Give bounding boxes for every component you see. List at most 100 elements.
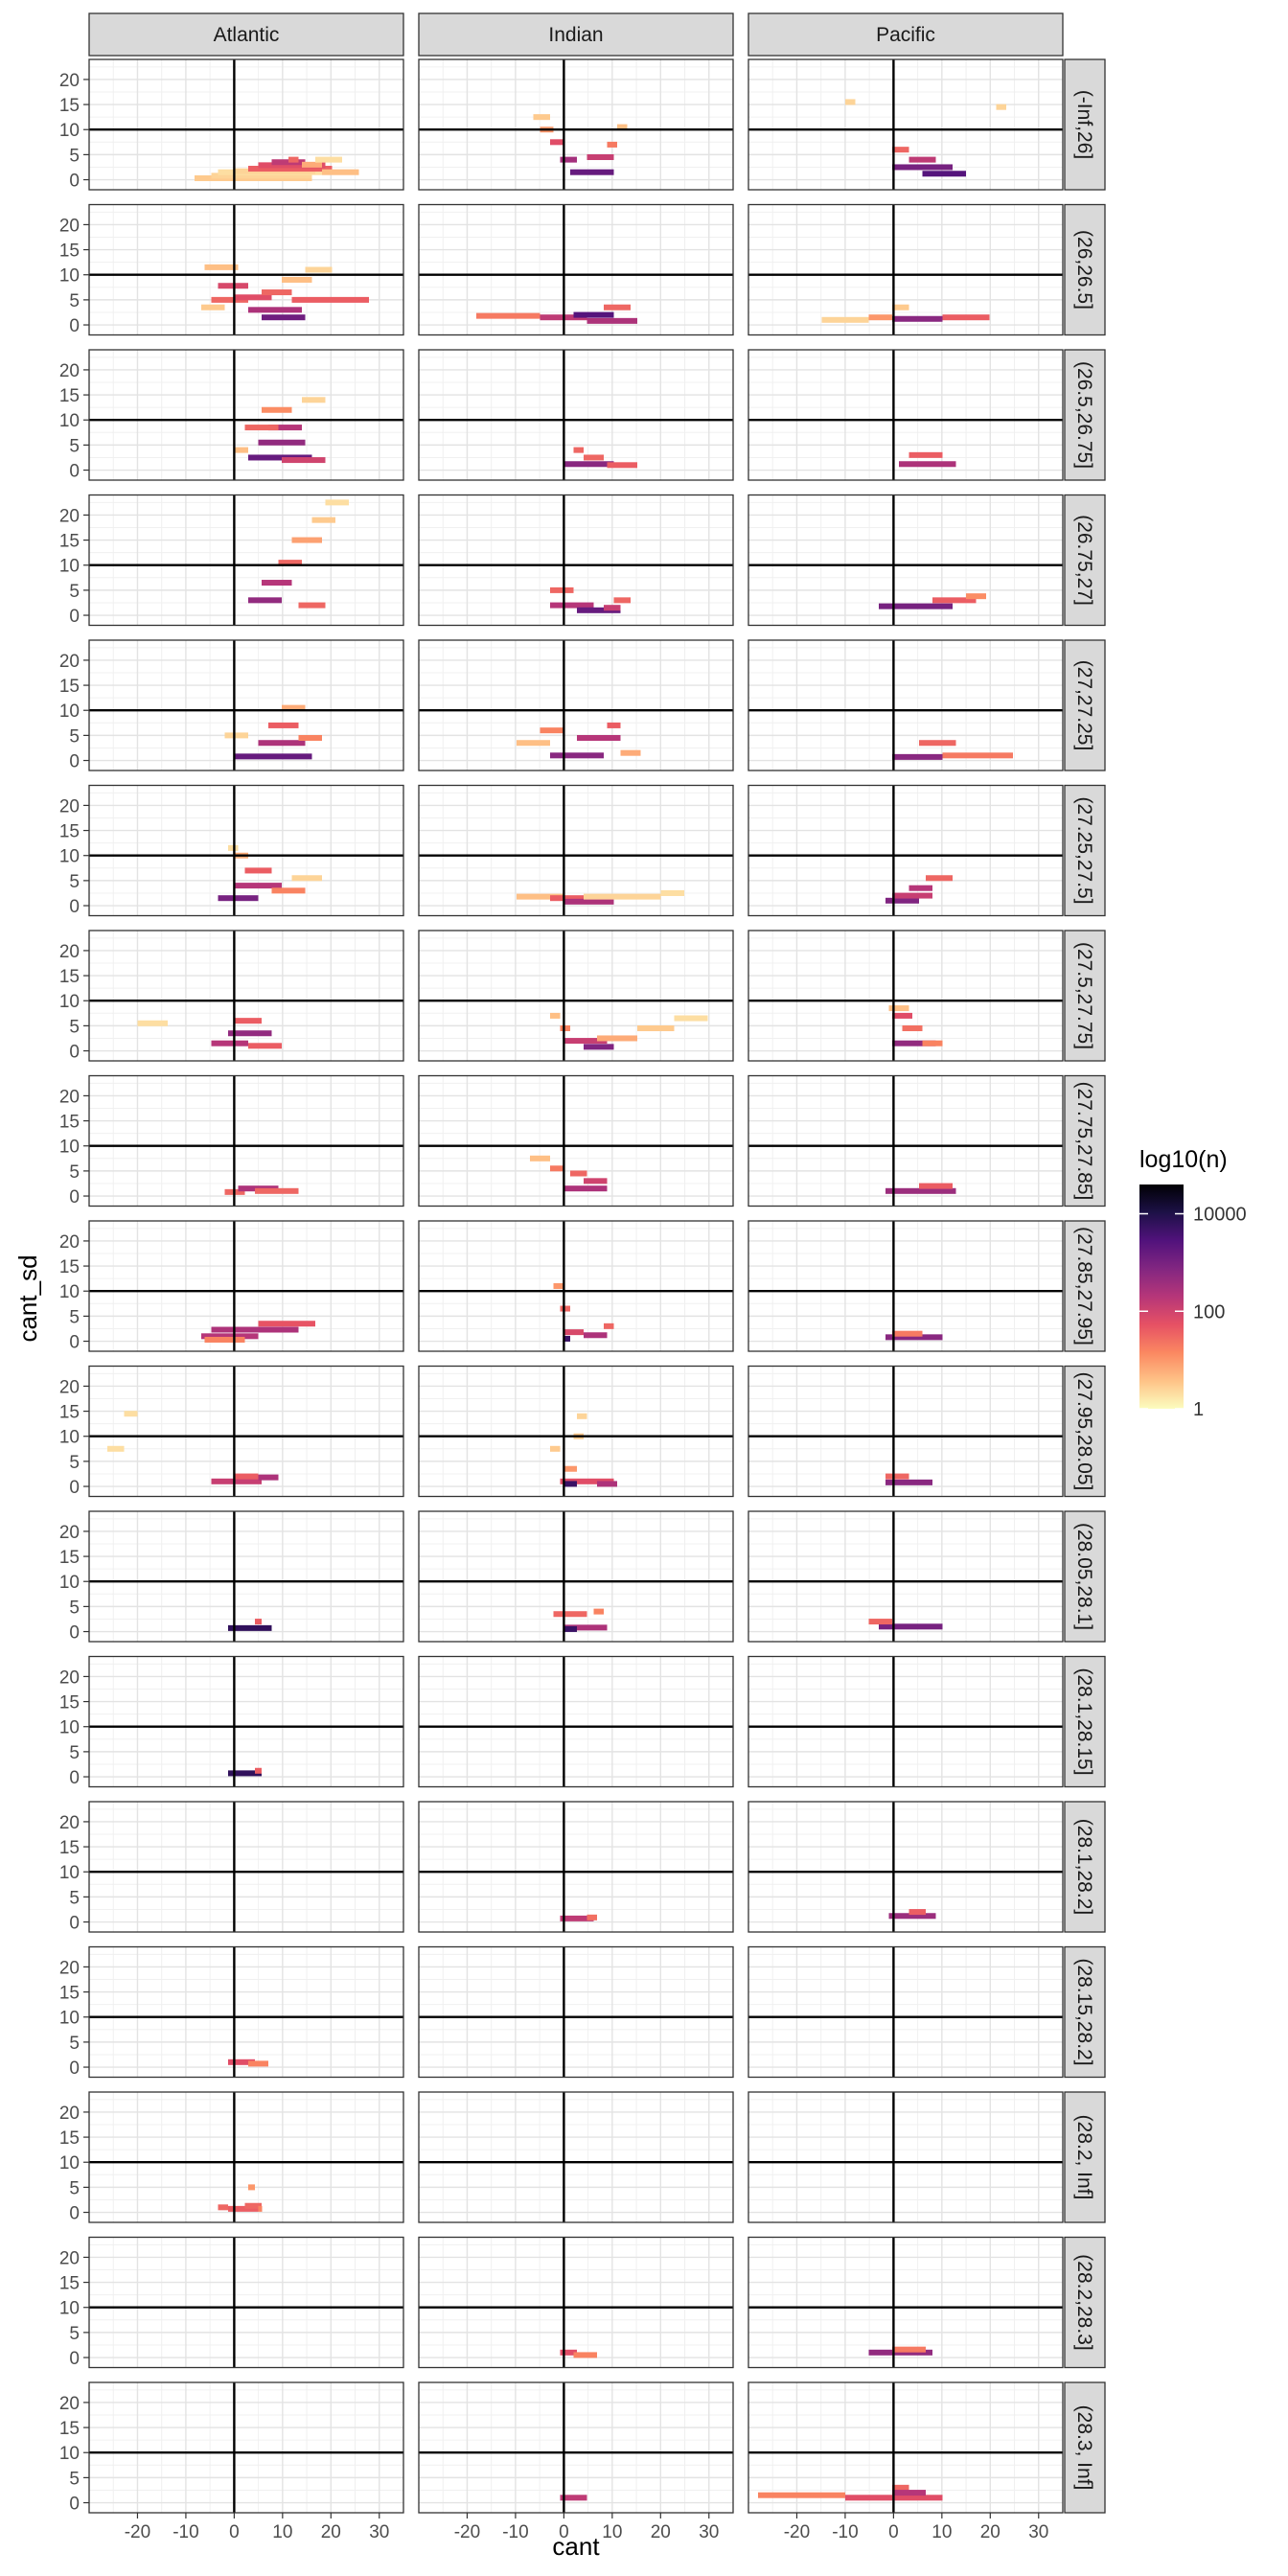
y-tick-label: 20 [59, 2248, 80, 2268]
row-strip-label: (28.05,28.1] [1073, 1523, 1095, 1630]
heatmap-tile [248, 2184, 255, 2191]
heatmap-tile [248, 597, 282, 604]
y-tick-label: 15 [59, 386, 80, 406]
row-strip-background [1064, 1945, 1106, 2079]
panel-indian-8 [418, 1074, 734, 1208]
panel-pacific-13 [748, 1801, 1064, 1933]
y-tick-label: 10 [59, 411, 80, 431]
panel-border [88, 930, 404, 1062]
y-tick-label: 0 [69, 2204, 80, 2224]
heatmap-tile [892, 1040, 936, 1046]
heatmap-tile [560, 1478, 614, 1484]
panel-background [89, 1075, 403, 1207]
panel-pacific-1 [748, 58, 1064, 191]
y-tick-label: 10 [59, 1138, 80, 1158]
panel-border [748, 494, 1064, 627]
heatmap-tile [302, 161, 322, 168]
panel-background [419, 1366, 733, 1497]
heatmap-tile [617, 124, 628, 130]
heatmap-tile [892, 753, 943, 760]
panel-border [418, 1220, 734, 1352]
y-tick-label: 10 [59, 1863, 80, 1883]
heatmap-tile [137, 1020, 168, 1026]
y-tick-label: 10 [59, 266, 80, 287]
y-tick-label: 0 [69, 2495, 80, 2515]
row-strip-background [1064, 203, 1106, 336]
heatmap-tile [607, 462, 637, 469]
legend-ticks: 10000 100 1 [1139, 1205, 1247, 1420]
y-tick-label: 15 [59, 2419, 80, 2439]
panel-background [748, 350, 1063, 480]
heatmap-tile [577, 734, 621, 742]
panel-border [748, 1655, 1064, 1788]
row-strip-label: (28.1,28.2] [1073, 1819, 1095, 1915]
heatmap-tile [919, 740, 956, 747]
row-strip-background [1064, 2236, 1106, 2369]
heatmap-tile [577, 607, 621, 613]
heatmap-tile [908, 885, 932, 891]
row-strip-background [1064, 1510, 1106, 1643]
y-tick-label: 15 [59, 1838, 80, 1858]
heatmap-tile [560, 2349, 577, 2356]
panel-pacific-16 [748, 2236, 1064, 2369]
panel-background [89, 1511, 403, 1642]
panel-background [89, 204, 403, 335]
x-tick-label: 20 [321, 2522, 341, 2542]
legend-title: log10(n) [1139, 1146, 1228, 1173]
panel-border [88, 2236, 404, 2369]
heatmap-tile [560, 2495, 587, 2501]
panel-background [419, 640, 733, 770]
panel-border [88, 349, 404, 481]
x-tick-label: 20 [651, 2522, 671, 2542]
panel-pacific-2 [748, 203, 1064, 336]
heatmap-tile [211, 1478, 262, 1484]
panel-background [89, 494, 403, 626]
panel-indian-3 [418, 349, 734, 481]
heatmap-tile [564, 1481, 577, 1487]
x-tick-label: -10 [172, 2522, 198, 2542]
panel-atlantic-7 [88, 930, 404, 1062]
row-strip-label: (28.2,28.3] [1073, 2254, 1095, 2350]
y-tick-label: 5 [69, 1307, 80, 1327]
panel-border [748, 930, 1064, 1062]
panel-background [89, 59, 403, 190]
panel-background [748, 1075, 1063, 1207]
row-strip-13: (28.1,28.2] [1064, 1801, 1106, 1933]
panel-indian-14 [418, 1945, 734, 2079]
panel-border [748, 2236, 1064, 2369]
heatmap-tile [886, 1479, 932, 1485]
panel-border [88, 1945, 404, 2079]
heatmap-tile [919, 1183, 953, 1189]
y-tick-label: 20 [59, 1668, 80, 1688]
panel-atlantic-11 [88, 1510, 404, 1643]
heatmap-tile [570, 1170, 587, 1177]
heatmap-tile [584, 1044, 614, 1050]
y-tick-label: 5 [69, 1017, 80, 1037]
panel-background [419, 1802, 733, 1932]
heatmap-tile [258, 162, 326, 169]
x-tick-label: 20 [980, 2522, 1000, 2542]
heatmap-tile [235, 1473, 259, 1480]
panel-pacific-10 [748, 1365, 1064, 1498]
panel-atlantic-16 [88, 2236, 404, 2369]
row-strip-label: (27.5,27.75] [1073, 942, 1095, 1049]
heatmap-tile [607, 141, 617, 148]
panel-background [748, 640, 1063, 770]
panel-border [88, 1074, 404, 1208]
panel-border [748, 58, 1064, 191]
heatmap-tile [593, 1608, 604, 1615]
heatmap-tile [235, 294, 272, 301]
y-tick-label: 0 [69, 1478, 80, 1498]
panel-border [418, 58, 734, 191]
panel-border [748, 1945, 1064, 2079]
row-strip-3: (26.5,26.75] [1064, 349, 1106, 481]
heatmap-tile [228, 1030, 272, 1037]
row-strip-10: (27.95,28.05] [1064, 1365, 1106, 1498]
panel-background [419, 2237, 733, 2368]
panel-border [88, 1365, 404, 1498]
y-tick-label: 5 [69, 146, 80, 166]
panel-atlantic-8 [88, 1074, 404, 1208]
panel-background [419, 59, 733, 190]
row-strip-background [1064, 349, 1106, 481]
row-strip-label: (26,26.5] [1073, 230, 1095, 310]
